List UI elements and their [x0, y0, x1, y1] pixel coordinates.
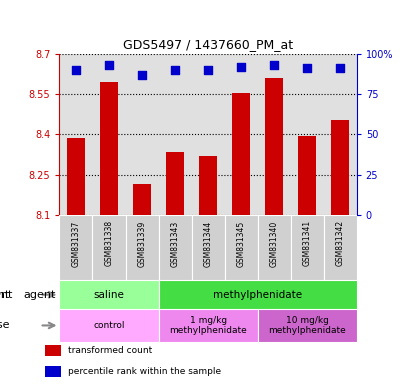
Text: GSM831340: GSM831340	[269, 220, 278, 266]
Text: GSM831339: GSM831339	[137, 220, 146, 266]
Text: control: control	[93, 321, 124, 330]
Point	[72, 67, 79, 73]
Bar	[45, 366, 61, 377]
Bar	[67, 138, 85, 215]
Bar	[231, 93, 249, 215]
Bar	[191, 215, 224, 280]
Bar	[100, 82, 118, 215]
Bar	[92, 215, 125, 280]
Bar	[330, 119, 348, 215]
Bar	[59, 215, 92, 280]
Bar	[158, 309, 257, 342]
Bar	[59, 280, 158, 309]
Bar	[158, 215, 191, 280]
Point	[336, 65, 343, 71]
Bar	[264, 78, 283, 215]
Point	[138, 72, 145, 78]
Bar	[45, 345, 61, 356]
Bar	[257, 215, 290, 280]
Point	[303, 65, 310, 71]
Text: methylphenidate: methylphenidate	[213, 290, 301, 300]
Title: GDS5497 / 1437660_PM_at: GDS5497 / 1437660_PM_at	[123, 38, 292, 51]
Point	[204, 67, 211, 73]
Bar	[133, 184, 151, 215]
Text: agent: agent	[0, 290, 12, 300]
Bar	[125, 215, 158, 280]
Bar	[323, 215, 356, 280]
Text: GSM831342: GSM831342	[335, 220, 344, 266]
Text: agent: agent	[0, 290, 10, 300]
Bar	[224, 215, 257, 280]
Text: agent: agent	[23, 290, 55, 300]
Text: GSM831337: GSM831337	[71, 220, 80, 266]
Text: GSM831345: GSM831345	[236, 220, 245, 266]
Text: dose: dose	[0, 320, 10, 331]
Bar	[59, 309, 158, 342]
Bar	[166, 152, 184, 215]
Bar	[297, 136, 315, 215]
Text: GSM831343: GSM831343	[170, 220, 179, 266]
Bar	[198, 156, 217, 215]
Text: transformed count: transformed count	[67, 346, 151, 355]
Text: GSM831344: GSM831344	[203, 220, 212, 266]
Point	[106, 62, 112, 68]
Text: GSM831341: GSM831341	[302, 220, 311, 266]
Text: percentile rank within the sample: percentile rank within the sample	[67, 367, 220, 376]
Point	[237, 64, 244, 70]
Bar	[158, 280, 356, 309]
Text: 1 mg/kg
methylphenidate: 1 mg/kg methylphenidate	[169, 316, 246, 335]
Bar	[257, 309, 356, 342]
Point	[171, 67, 178, 73]
Point	[270, 62, 277, 68]
Text: GSM831338: GSM831338	[104, 220, 113, 266]
Text: 10 mg/kg
methylphenidate: 10 mg/kg methylphenidate	[267, 316, 345, 335]
Bar	[290, 215, 323, 280]
Text: saline: saline	[93, 290, 124, 300]
